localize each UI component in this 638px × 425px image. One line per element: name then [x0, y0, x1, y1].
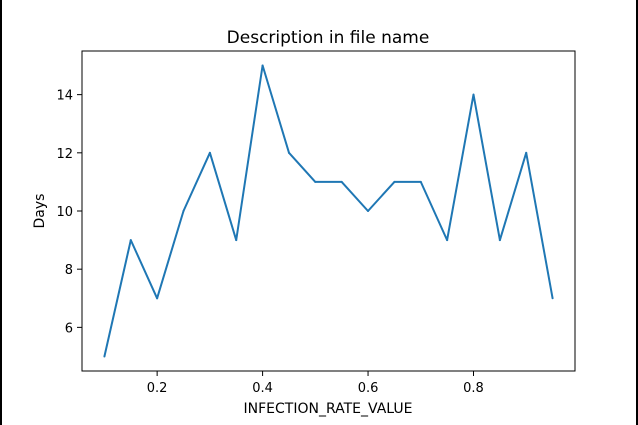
x-axis-ticks: 0.2 0.4 0.6 0.8	[147, 371, 484, 396]
data-point	[525, 151, 528, 154]
data-point	[551, 297, 554, 300]
chart-title: Description in file name	[227, 28, 430, 48]
data-point	[472, 93, 475, 96]
data-point	[393, 180, 396, 183]
data-point	[129, 239, 132, 242]
y-tick-label: 14	[56, 89, 73, 104]
data-point	[261, 64, 264, 67]
y-axis-label: Days	[32, 194, 48, 229]
data-point	[340, 180, 343, 183]
y-tick-label: 10	[56, 205, 73, 220]
data-point	[446, 239, 449, 242]
x-tick-label: 0.8	[463, 381, 484, 396]
data-point	[103, 355, 106, 358]
series-line	[103, 64, 554, 357]
y-tick-label: 8	[65, 263, 73, 278]
x-tick-label: 0.2	[147, 381, 168, 396]
y-tick-label: 12	[56, 147, 73, 162]
data-point	[235, 239, 238, 242]
y-tick-label: 6	[65, 321, 73, 336]
plot-area	[81, 50, 576, 372]
series-points	[103, 64, 554, 358]
x-axis-label: INFECTION_RATE_VALUE	[244, 401, 413, 417]
x-tick-label: 0.4	[252, 381, 273, 396]
data-point	[182, 210, 185, 212]
data-point	[314, 180, 317, 183]
x-tick-label: 0.6	[358, 381, 379, 396]
data-point	[287, 151, 290, 154]
data-point	[419, 180, 422, 183]
y-axis-ticks: 6 8 10 12 14	[56, 89, 82, 336]
data-point	[367, 210, 370, 212]
data-point	[208, 151, 211, 154]
data-point	[498, 239, 501, 242]
data-point	[156, 297, 159, 300]
